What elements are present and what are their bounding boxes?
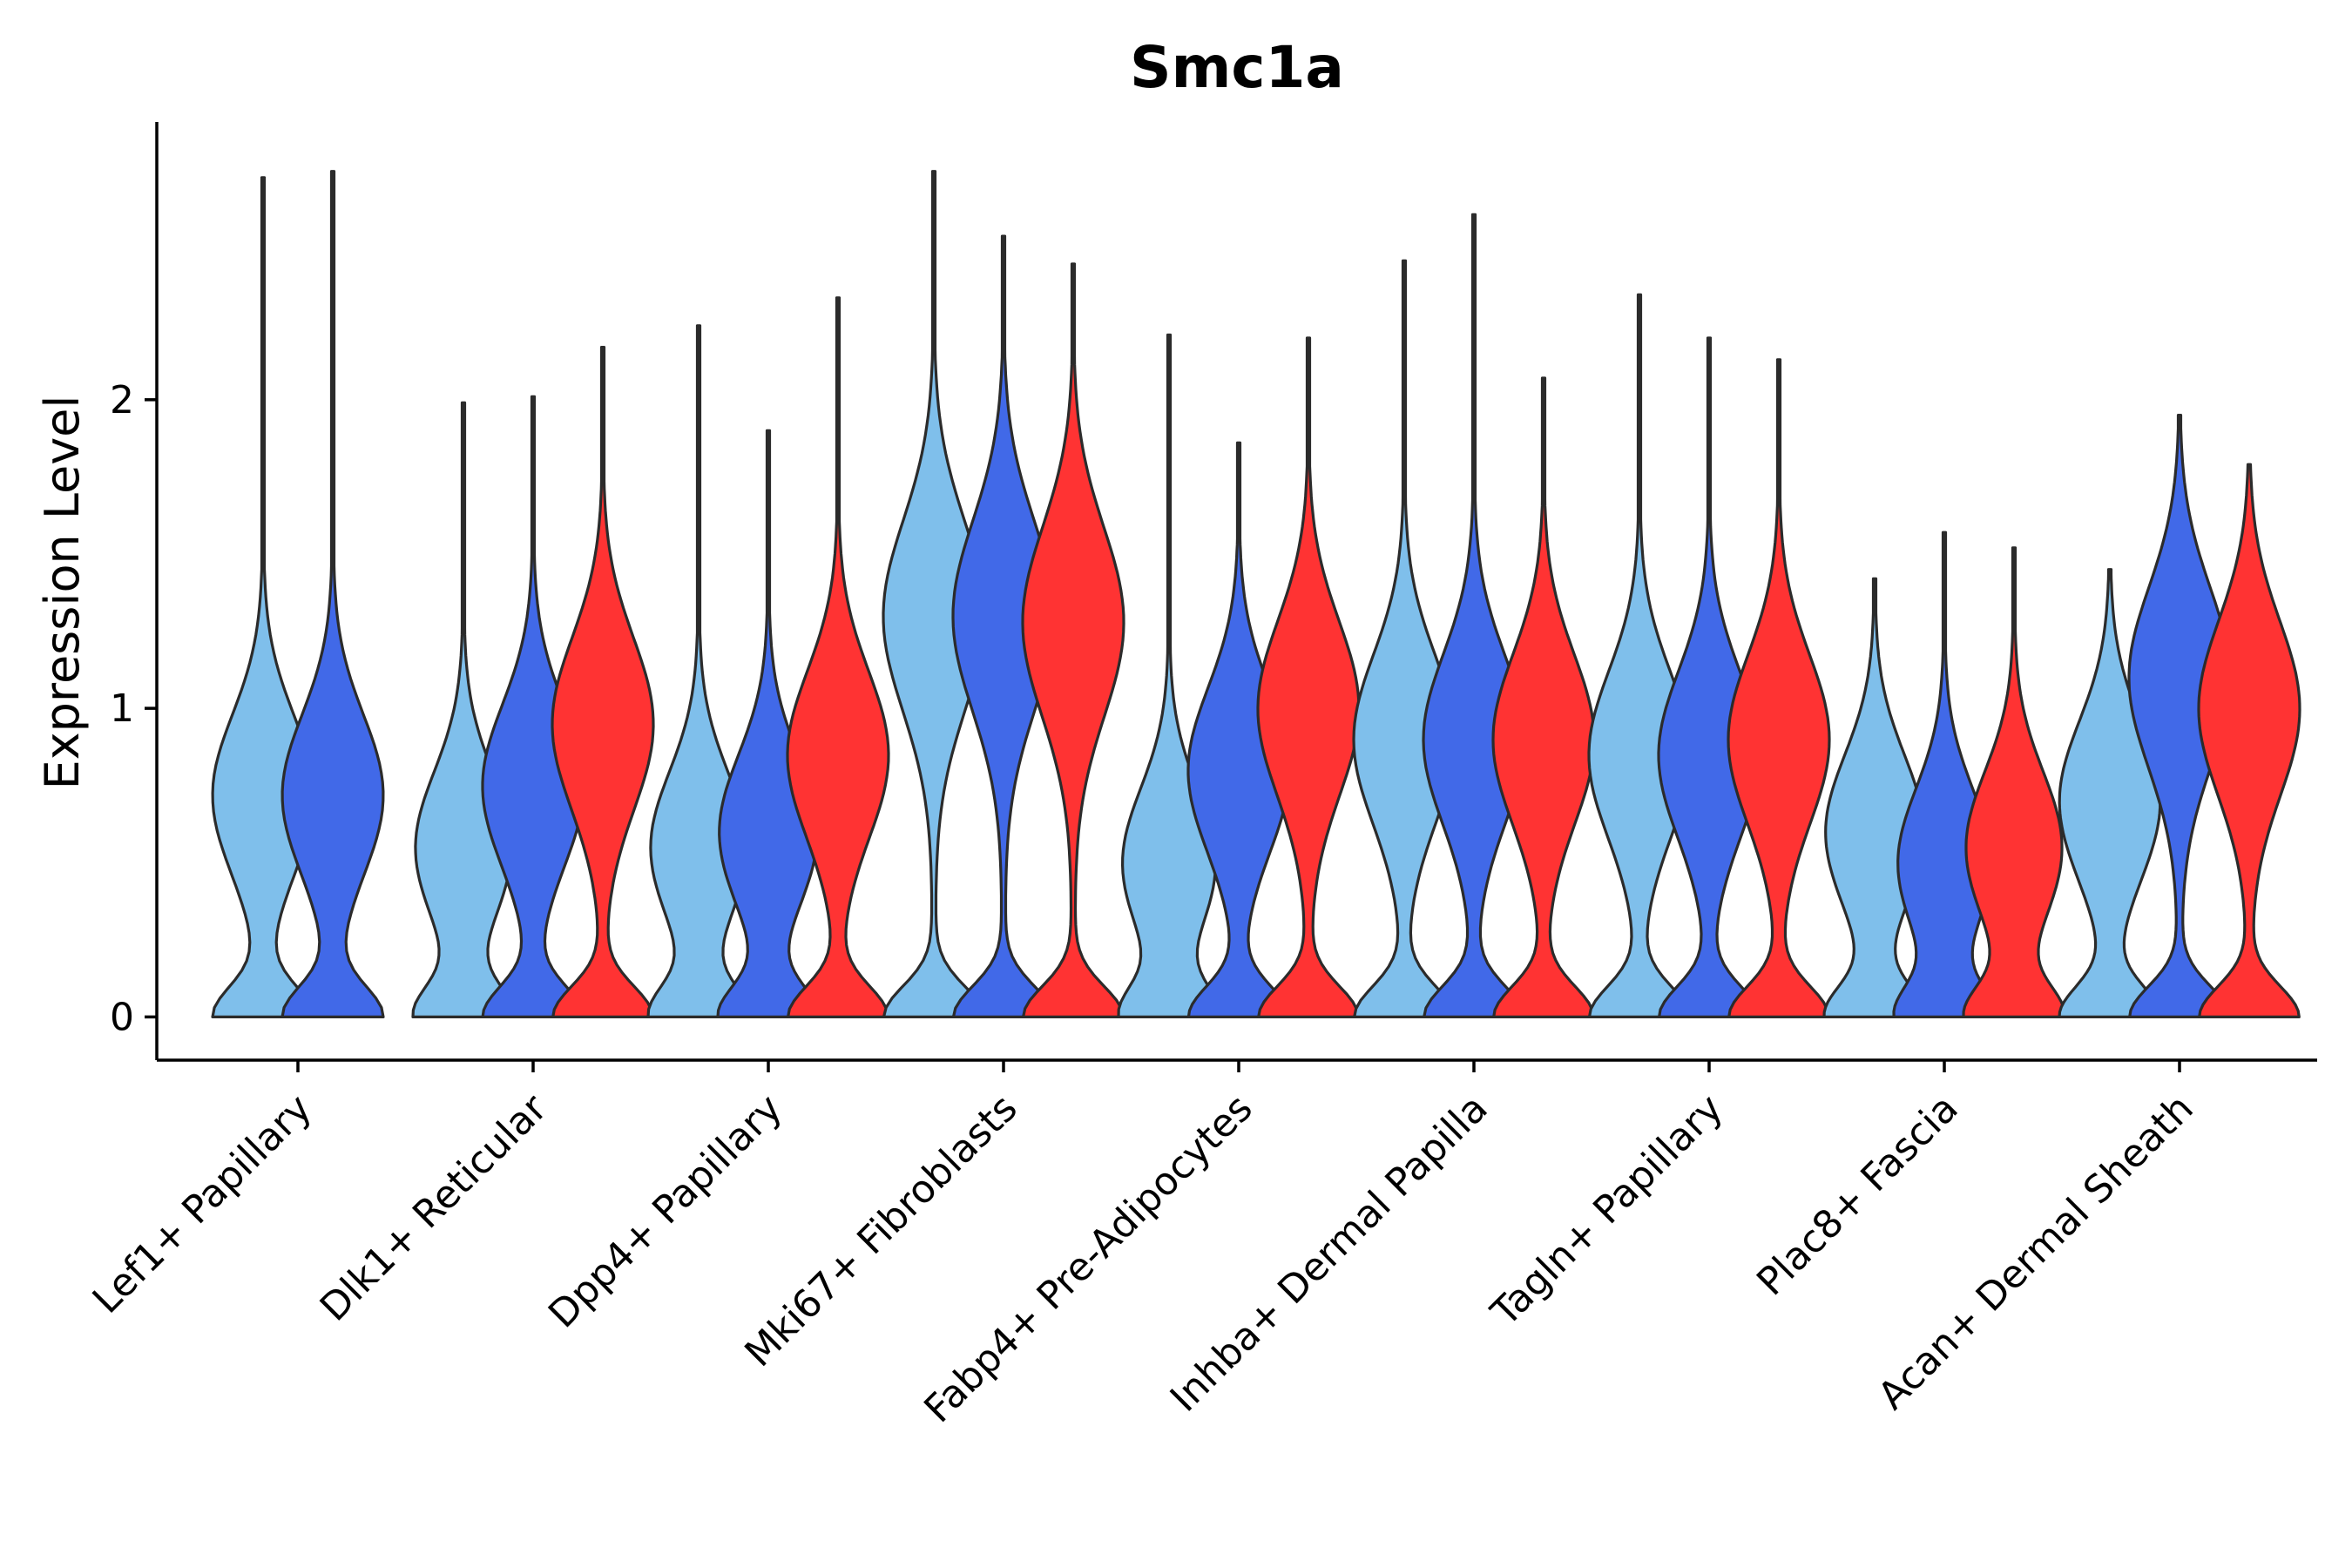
violin-9-1	[2058, 568, 2162, 1018]
y-tick-label: 2	[110, 378, 134, 422]
violin-8-1	[1822, 577, 1927, 1018]
x-tick-label: Dpp4+ Papillary	[540, 1086, 791, 1337]
violin-4-3	[1021, 262, 1125, 1018]
y-tick-label: 0	[110, 995, 134, 1039]
violin-6-3	[1491, 376, 1596, 1018]
violin-8-3	[1962, 546, 2066, 1018]
violin-4-2	[951, 234, 1056, 1018]
violin-6-2	[1422, 213, 1526, 1018]
violins-layer	[211, 170, 2301, 1018]
violin-4-1	[882, 170, 986, 1018]
violin-9-3	[2197, 463, 2301, 1018]
x-tick-label: Tagln+ Papillary	[1483, 1086, 1732, 1335]
x-tick-label: Plac8+ Fascia	[1748, 1086, 1967, 1305]
violin-1-1	[211, 176, 315, 1018]
y-tick-label: 1	[110, 686, 134, 731]
violin-7-3	[1727, 358, 1831, 1018]
violin-5-3	[1256, 336, 1361, 1018]
violin-5-1	[1117, 333, 1221, 1018]
violin-1-2	[280, 170, 385, 1018]
violin-3-3	[786, 296, 890, 1018]
x-tick-label: Dlk1+ Reticular	[312, 1085, 557, 1330]
chart-title: Smc1a	[1130, 34, 1344, 101]
violin-9-2	[2127, 414, 2232, 1018]
y-axis-label: Expression Level	[35, 395, 90, 790]
x-tick-label: Lef1+ Papillary	[84, 1086, 321, 1322]
violin-5-2	[1186, 441, 1291, 1018]
violin-3-1	[646, 324, 751, 1018]
violin-2-3	[551, 346, 655, 1018]
violin-2-1	[411, 401, 516, 1018]
violin-7-1	[1587, 293, 1692, 1018]
violin-6-1	[1352, 259, 1456, 1018]
